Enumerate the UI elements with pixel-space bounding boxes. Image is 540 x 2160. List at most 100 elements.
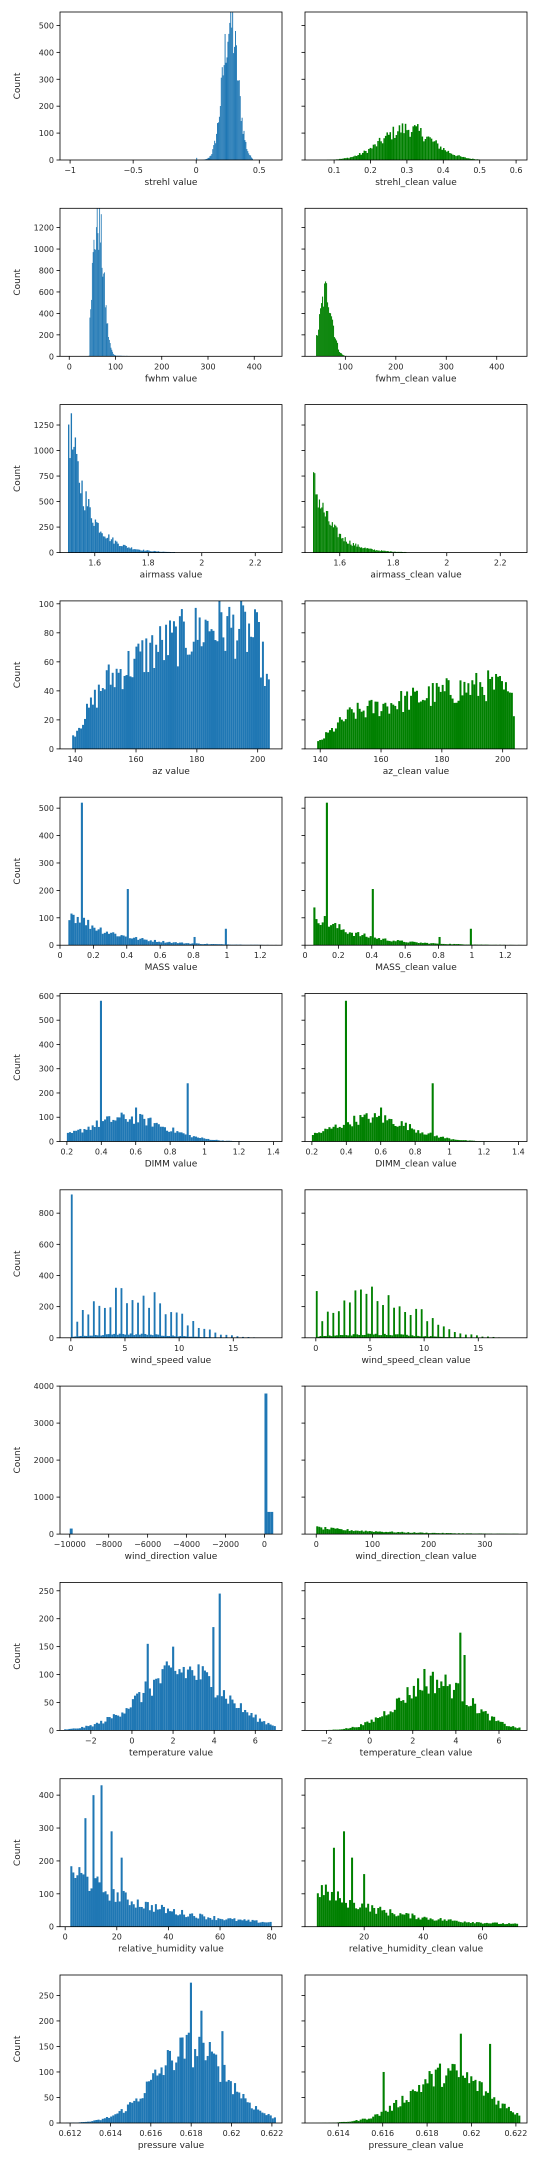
- x-tick-label: 0.616: [371, 2129, 394, 2138]
- histogram-bar: [103, 273, 105, 357]
- histogram-bar: [89, 1129, 92, 1142]
- x-axis-label: az value: [152, 767, 190, 777]
- histogram-bar: [214, 1332, 217, 1338]
- x-axis-label: strehl_clean value: [375, 178, 457, 188]
- y-axis-label: Count: [13, 1839, 23, 1866]
- histogram-bar: [271, 1725, 274, 1731]
- histogram-bar: [478, 2081, 481, 2123]
- y-tick-label: 100: [39, 1113, 54, 1122]
- histogram-bar: [357, 1727, 360, 1731]
- histogram-bar: [313, 1132, 317, 1142]
- histogram-bar: [162, 1906, 165, 1927]
- histogram-bar: [102, 536, 105, 553]
- histogram-bar: [349, 1727, 352, 1731]
- histogram-bar: [394, 1125, 397, 1142]
- histogram-bar: [446, 1686, 449, 1731]
- histogram-bar: [356, 1334, 359, 1338]
- histogram-bar: [477, 1922, 480, 1927]
- histogram-bar: [324, 516, 326, 553]
- histogram-bar: [71, 1132, 74, 1142]
- y-tick-label: 600: [39, 992, 54, 1001]
- histogram-bar: [104, 1119, 107, 1142]
- histogram-bar: [219, 1140, 222, 1142]
- plot-frame: [59, 404, 283, 554]
- histogram-bar: [397, 1915, 400, 1927]
- histogram-bar: [192, 1321, 195, 1338]
- histogram-bar: [415, 1919, 418, 1927]
- histogram-bar: [420, 128, 422, 160]
- histogram-bar: [357, 155, 359, 160]
- histogram-bar: [324, 1128, 327, 1142]
- histogram-bar: [97, 233, 99, 357]
- histogram-bar: [367, 937, 370, 946]
- histogram-bar: [318, 1132, 321, 1142]
- histogram-bar: [457, 1683, 460, 1731]
- histogram-bar: [415, 1532, 418, 1535]
- histogram-bar: [164, 2065, 167, 2123]
- histogram-bar: [413, 1915, 416, 1927]
- histogram-bar: [364, 1722, 367, 1731]
- histogram-bar: [225, 1919, 228, 1927]
- x-tick-label: 1.2: [233, 1148, 246, 1157]
- histogram-bar: [374, 144, 376, 160]
- histogram-bar: [195, 1679, 198, 1731]
- histogram-bar: [366, 152, 369, 160]
- histogram-bar: [89, 2121, 92, 2123]
- histogram-bar: [91, 2121, 94, 2123]
- histogram-bar: [376, 2114, 379, 2123]
- histogram-bar: [146, 550, 149, 553]
- y-tick-label: 0: [49, 1334, 54, 1343]
- histogram-bar: [465, 158, 468, 160]
- histogram-bar: [476, 1713, 479, 1731]
- histogram-bar: [354, 1530, 357, 1535]
- histogram-bar: [487, 670, 490, 749]
- histogram-bar: [119, 669, 122, 749]
- y-tick-label: 300: [39, 1065, 54, 1074]
- histogram-bar: [348, 1302, 351, 1338]
- x-tick-label: 0.2: [332, 951, 345, 960]
- histogram-bar: [261, 641, 264, 749]
- histogram-bar: [133, 1695, 137, 1731]
- y-tick-label: 200: [39, 1857, 54, 1866]
- y-tick-label: 0: [49, 1726, 54, 1735]
- histogram-bar: [201, 1137, 204, 1142]
- histogram-bar: [127, 1708, 130, 1731]
- histogram-bar: [338, 717, 341, 749]
- x-tick-label: 0.8: [409, 1148, 422, 1157]
- histogram-bar: [95, 930, 98, 946]
- histogram-bar: [330, 1128, 333, 1142]
- histogram-bar: [244, 1709, 247, 1731]
- histogram-bar: [92, 1301, 95, 1338]
- histogram-bar: [344, 719, 347, 749]
- histogram-bar: [481, 686, 484, 749]
- histogram-bar: [402, 712, 405, 749]
- histogram-bar: [382, 550, 384, 553]
- histogram-bar: [231, 2094, 234, 2123]
- x-tick-label: 2.2: [249, 559, 262, 568]
- histogram-bar: [419, 1133, 422, 1142]
- histogram-bar: [400, 132, 402, 160]
- histogram-bar: [267, 679, 270, 749]
- histogram-bar: [214, 944, 217, 946]
- histogram-bar: [314, 473, 316, 553]
- histogram-bar: [206, 620, 209, 749]
- histogram-bar: [334, 922, 337, 946]
- histogram-bar: [493, 1716, 496, 1731]
- plot-frame: [59, 796, 283, 946]
- histogram-bar: [439, 1336, 442, 1338]
- histogram-bar: [73, 446, 75, 553]
- histogram-bar: [503, 2103, 506, 2123]
- histogram-bar: [139, 2098, 142, 2123]
- histogram-bar: [469, 928, 472, 946]
- histogram-bar: [247, 1919, 250, 1927]
- histogram-bar: [248, 2102, 251, 2123]
- histogram-bar: [323, 916, 326, 946]
- histogram-bar: [423, 1533, 426, 1535]
- x-tick-label: 300: [477, 1540, 492, 1549]
- histogram-bar: [242, 605, 245, 749]
- histogram-bar: [77, 461, 79, 553]
- histogram-bar: [322, 1529, 325, 1535]
